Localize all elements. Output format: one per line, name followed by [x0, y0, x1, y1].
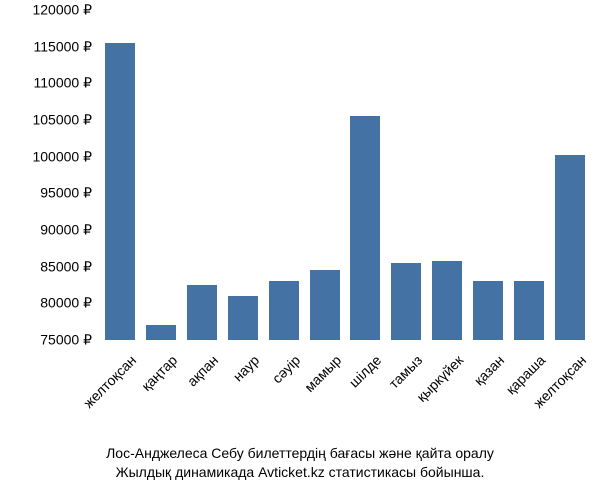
chart-caption: Лос-Анджелеса Себу билеттердің бағасы жә… — [0, 444, 600, 482]
y-tick-label: 115000 ₽ — [34, 38, 92, 55]
bar — [514, 281, 544, 340]
bar — [432, 261, 462, 340]
bar — [555, 155, 585, 340]
y-tick-label: 110000 ₽ — [34, 75, 92, 92]
bar — [228, 296, 258, 340]
y-tick-label: 90000 ₽ — [40, 222, 92, 239]
y-tick-label: 75000 ₽ — [40, 332, 92, 349]
x-axis: желтоқсанқаңтарақпаннаурсәуірмамыршілдет… — [100, 342, 590, 452]
bar — [310, 270, 340, 340]
price-chart: 75000 ₽ 80000 ₽ 85000 ₽ 90000 ₽ 95000 ₽ 10000… — [0, 0, 600, 500]
caption-line-1: Лос-Анджелеса Себу билеттердің бағасы жә… — [0, 444, 600, 463]
y-axis: 75000 ₽80000 ₽85000 ₽90000 ₽95000 ₽10000… — [0, 10, 100, 340]
y-tick-label: 105000 ₽ — [32, 112, 92, 129]
bar — [105, 43, 135, 340]
bar — [473, 281, 503, 340]
bar — [187, 285, 217, 340]
bar — [146, 325, 176, 340]
bar — [350, 116, 380, 340]
y-tick-label: 100000 ₽ — [32, 148, 92, 165]
bars-group — [100, 10, 590, 340]
y-tick-label: 80000 ₽ — [40, 295, 92, 312]
y-tick-label: 85000 ₽ — [40, 258, 92, 275]
caption-line-2: Жылдық динамикада Avticket.kz статистика… — [0, 463, 600, 482]
plot-area — [100, 10, 590, 340]
bar — [269, 281, 299, 340]
y-tick-label: 120000 ₽ — [32, 2, 92, 19]
bar — [391, 263, 421, 340]
y-tick-label: 95000 ₽ — [40, 185, 92, 202]
